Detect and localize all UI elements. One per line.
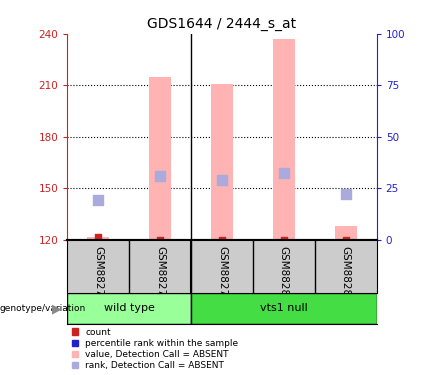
- Point: [342, 190, 349, 196]
- Text: GSM88280: GSM88280: [279, 246, 289, 303]
- FancyBboxPatch shape: [67, 292, 191, 324]
- Point: [94, 234, 101, 240]
- Legend: count, percentile rank within the sample, value, Detection Call = ABSENT, rank, : count, percentile rank within the sample…: [71, 328, 238, 370]
- Text: GSM88278: GSM88278: [155, 246, 165, 303]
- Text: wild type: wild type: [103, 303, 155, 313]
- Point: [218, 177, 225, 183]
- Bar: [87, 237, 109, 240]
- Bar: [335, 226, 357, 240]
- Text: genotype/variation: genotype/variation: [0, 304, 86, 313]
- Text: GSM88281: GSM88281: [341, 246, 351, 303]
- Bar: [211, 84, 233, 240]
- Bar: [149, 77, 171, 240]
- Text: GSM88279: GSM88279: [217, 246, 227, 303]
- Point: [94, 198, 101, 204]
- Text: vts1 null: vts1 null: [260, 303, 308, 313]
- Text: ▶: ▶: [52, 302, 61, 315]
- Point: [156, 173, 163, 179]
- Point: [281, 170, 288, 176]
- FancyBboxPatch shape: [191, 292, 377, 324]
- Point: [156, 237, 163, 243]
- Title: GDS1644 / 2444_s_at: GDS1644 / 2444_s_at: [147, 17, 297, 32]
- Point: [218, 237, 225, 243]
- Bar: [273, 39, 295, 240]
- Point: [281, 237, 288, 243]
- Point: [342, 237, 349, 243]
- Text: GSM88277: GSM88277: [93, 246, 103, 303]
